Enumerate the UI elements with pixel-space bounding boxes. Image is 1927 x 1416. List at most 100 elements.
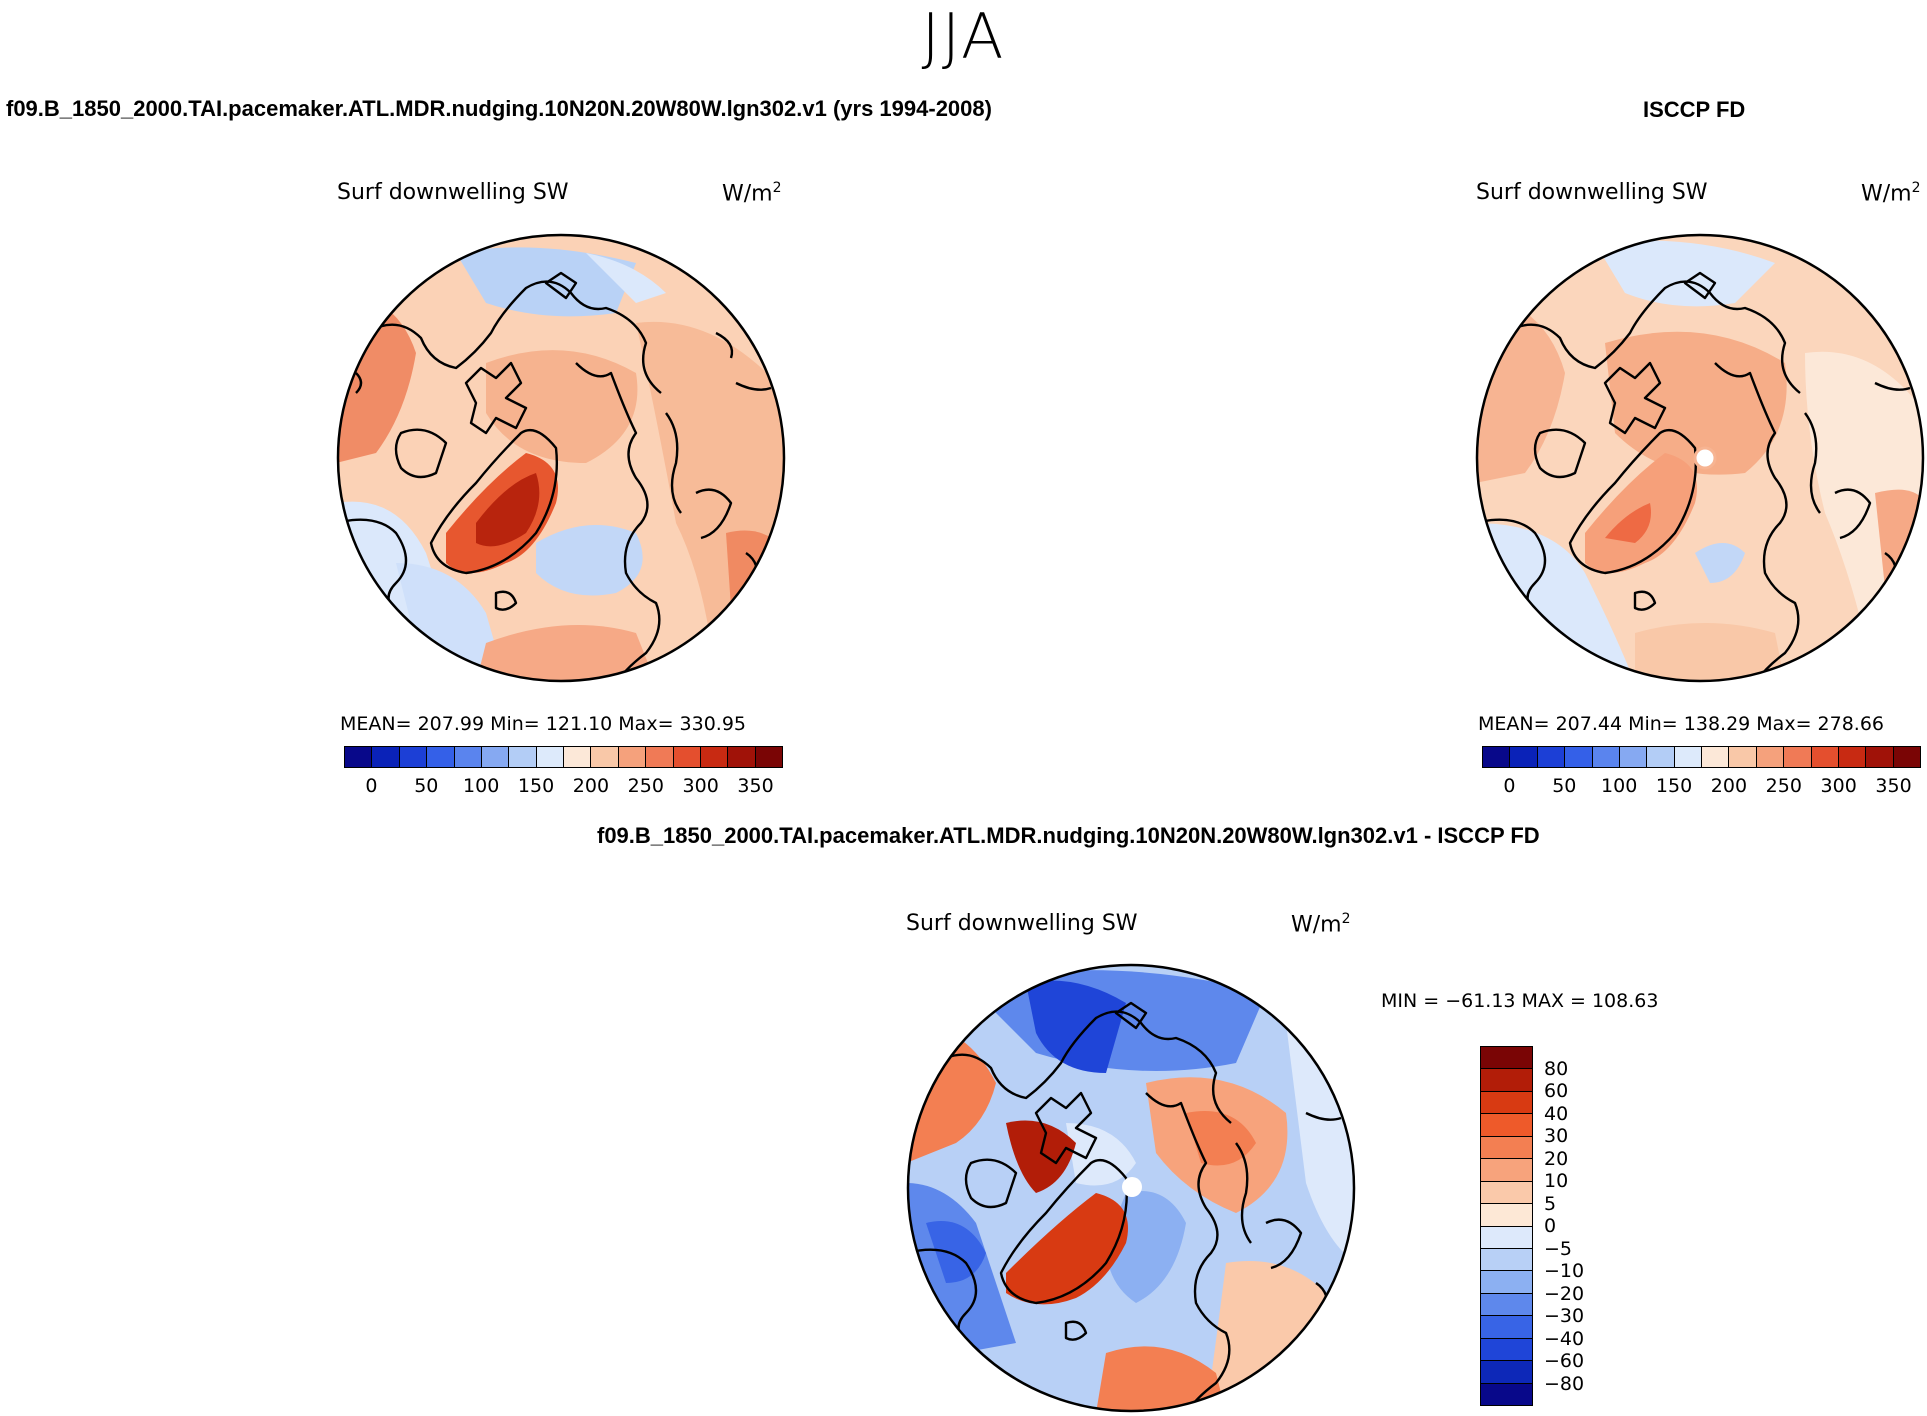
right-colorbar-swatch-7 — [1674, 747, 1702, 767]
right-stats: MEAN= 207.44 Min= 138.29 Max= 278.66 — [1478, 713, 1885, 735]
diff-colorbar-tick-label: −20 — [1544, 1282, 1585, 1305]
left-colorbar-tick-label: 200 — [572, 775, 610, 797]
right-colorbar-tick-label: 250 — [1765, 775, 1802, 797]
obs-case-title: ISCCP FD — [1643, 97, 1746, 122]
right-colorbar-swatch-4 — [1592, 747, 1620, 767]
right-colorbar-swatch-14 — [1866, 747, 1894, 767]
left-units-label: W/m2 — [722, 180, 782, 207]
diff-colorbar-tick-label: 0 — [1544, 1215, 1557, 1237]
right-colorbar-swatch-10 — [1756, 747, 1785, 767]
right-colorbar-swatch-8 — [1702, 747, 1730, 767]
right-colorbar-swatch-1 — [1510, 747, 1538, 767]
right-colorbar-swatch-15 — [1893, 747, 1920, 767]
diff-units-label: W/m2 — [1291, 911, 1351, 938]
left-polar-map — [336, 233, 786, 683]
right-colorbar — [1482, 746, 1921, 768]
left-stats: MEAN= 207.99 Min= 121.10 Max= 330.95 — [340, 713, 747, 735]
right-colorbar-tick-label: 350 — [1875, 775, 1912, 797]
right-colorbar-swatch-5 — [1619, 747, 1648, 767]
diff-colorbar-tick-label: −5 — [1544, 1237, 1573, 1260]
left-colorbar-swatch-11 — [646, 747, 674, 767]
diff-colorbar-tick-label: 20 — [1544, 1147, 1569, 1170]
right-colorbar-tick-label: 50 — [1552, 775, 1577, 797]
diff-colorbar-tick-label: 30 — [1544, 1125, 1569, 1147]
left-colorbar — [344, 746, 783, 768]
right-colorbar-tick-label: 300 — [1820, 775, 1857, 797]
diff-colorbar-ticks: 80 60 40 30 20 10 5 0 −5 −10 −20 −30 −40 −60 −80 — [1544, 1046, 1604, 1406]
right-units-label: W/m2 — [1861, 180, 1921, 207]
right-colorbar-swatch-6 — [1647, 747, 1675, 767]
diff-colorbar-tick-label: 5 — [1544, 1192, 1557, 1215]
diff-colorbar-tick-label: −60 — [1544, 1350, 1585, 1372]
left-colorbar-swatch-5 — [481, 747, 510, 767]
right-colorbar-swatch-3 — [1565, 747, 1593, 767]
right-colorbar-tick-label: 100 — [1601, 775, 1638, 797]
model-case-title: f09.B_1850_2000.TAI.pacemaker.ATL.MDR.nu… — [6, 96, 992, 121]
diff-colorbar-swatch-10 — [1481, 1271, 1532, 1294]
right-colorbar-tick-label: 0 — [1503, 775, 1516, 797]
diff-colorbar-swatch-2 — [1481, 1091, 1532, 1115]
right-variable-label: Surf downwelling SW — [1476, 180, 1708, 205]
season-title: JJA — [921, 0, 1006, 73]
diff-colorbar-swatch-1 — [1481, 1069, 1532, 1092]
left-colorbar-tick-label: 0 — [365, 775, 378, 797]
diff-colorbar-tick-label: 10 — [1544, 1170, 1569, 1192]
left-colorbar-swatch-6 — [509, 747, 537, 767]
diff-colorbar-swatch-5 — [1481, 1159, 1532, 1182]
left-colorbar-swatch-0 — [345, 747, 373, 767]
right-colorbar-tick-label: 150 — [1655, 775, 1693, 797]
left-colorbar-tick-label: 300 — [682, 775, 719, 797]
diff-colorbar-swatch-7 — [1481, 1204, 1532, 1227]
diff-colorbar-tick-label: 40 — [1544, 1102, 1569, 1125]
left-colorbar-tick-label: 150 — [517, 775, 555, 797]
diff-colorbar-tick-label: −30 — [1544, 1305, 1585, 1327]
left-colorbar-swatch-1 — [372, 747, 400, 767]
left-colorbar-tick-label: 100 — [463, 775, 500, 797]
diff-colorbar-swatch-0 — [1481, 1047, 1532, 1070]
right-colorbar-swatch-11 — [1784, 747, 1812, 767]
left-colorbar-swatch-8 — [564, 747, 592, 767]
diff-colorbar-swatch-6 — [1481, 1181, 1532, 1205]
left-colorbar-tick-label: 250 — [627, 775, 664, 797]
left-colorbar-swatch-10 — [618, 747, 647, 767]
right-colorbar-ticks: 0 50 100 150 200 250 300 350 — [1482, 775, 1921, 799]
diff-colorbar-swatch-14 — [1481, 1361, 1532, 1384]
diff-variable-label: Surf downwelling SW — [906, 911, 1138, 936]
diff-colorbar-swatch-4 — [1481, 1136, 1532, 1160]
right-colorbar-tick-label: 200 — [1710, 775, 1748, 797]
difference-title: f09.B_1850_2000.TAI.pacemaker.ATL.MDR.nu… — [597, 823, 1540, 848]
left-colorbar-swatch-3 — [427, 747, 455, 767]
diff-colorbar-tick-label: 80 — [1544, 1057, 1569, 1080]
left-colorbar-swatch-15 — [755, 747, 782, 767]
left-colorbar-swatch-7 — [536, 747, 564, 767]
left-colorbar-swatch-13 — [700, 747, 729, 767]
diff-colorbar-swatch-15 — [1481, 1383, 1532, 1405]
diff-colorbar-tick-label: −40 — [1544, 1327, 1585, 1350]
left-colorbar-swatch-2 — [399, 747, 428, 767]
left-colorbar-swatch-12 — [673, 747, 701, 767]
left-colorbar-tick-label: 350 — [737, 775, 774, 797]
diff-colorbar-swatch-13 — [1481, 1338, 1532, 1362]
diff-colorbar-tick-label: −80 — [1544, 1372, 1585, 1395]
diff-colorbar-tick-label: −10 — [1544, 1260, 1585, 1282]
diff-colorbar-swatch-9 — [1481, 1248, 1532, 1272]
left-colorbar-swatch-9 — [591, 747, 619, 767]
right-polar-map — [1475, 233, 1925, 683]
right-colorbar-swatch-0 — [1483, 747, 1511, 767]
diff-colorbar-tick-label: 60 — [1544, 1080, 1569, 1102]
left-colorbar-tick-label: 50 — [414, 775, 439, 797]
diff-colorbar-swatch-8 — [1481, 1226, 1532, 1249]
right-colorbar-swatch-9 — [1729, 747, 1757, 767]
diff-minmax: MIN = −61.13 MAX = 108.63 — [1381, 990, 1659, 1012]
diff-colorbar-swatch-11 — [1481, 1293, 1532, 1317]
difference-polar-map — [906, 963, 1356, 1413]
diff-colorbar-swatch-12 — [1481, 1316, 1532, 1339]
right-colorbar-swatch-12 — [1811, 747, 1839, 767]
left-variable-label: Surf downwelling SW — [337, 180, 569, 205]
left-colorbar-swatch-4 — [454, 747, 482, 767]
diff-colorbar — [1480, 1046, 1533, 1406]
left-colorbar-swatch-14 — [728, 747, 756, 767]
left-colorbar-ticks: 0 50 100 150 200 250 300 350 — [344, 775, 783, 799]
right-colorbar-swatch-13 — [1838, 747, 1867, 767]
diff-colorbar-swatch-3 — [1481, 1114, 1532, 1137]
